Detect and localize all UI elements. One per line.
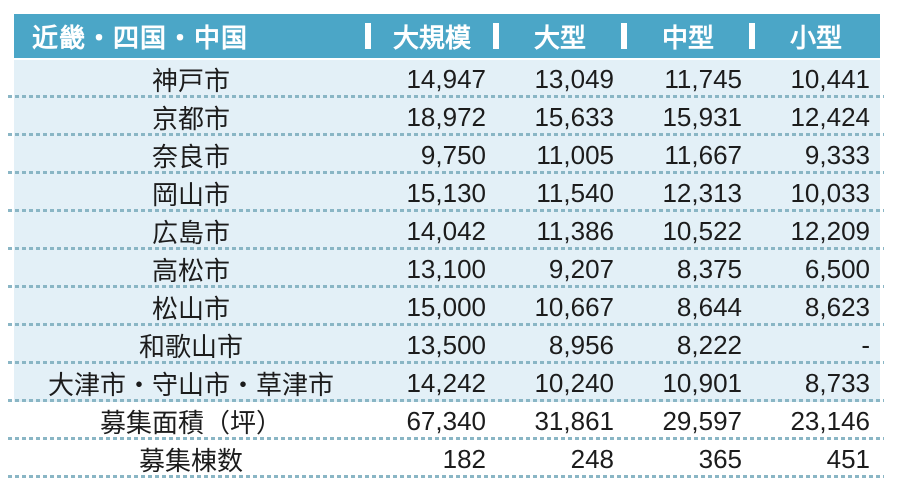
value-cell: 10,901 [662,367,742,398]
value-cell: 8,222 [676,329,742,360]
row-label: 募集棟数 [138,445,243,476]
value-cell: 12,424 [790,101,870,132]
value-cell: 8,733 [804,367,870,398]
value-cell: 8,956 [548,329,614,360]
value-cell: 18,972 [406,101,486,132]
table-row: 京都市 18,972 15,633 15,931 12,424 [8,98,884,136]
column-header-label: 大型 [533,22,586,53]
row-label: 和歌山市 [138,331,243,362]
value-cell: 14,947 [406,63,486,94]
value-cell: 9,333 [804,139,870,170]
value-cell: 8,623 [804,291,870,322]
value-cell: 11,540 [536,177,614,208]
value-cell: 14,242 [406,367,486,398]
value-cell: 29,597 [662,405,742,436]
row-label: 京都市 [151,103,230,134]
table-row-total-count: 募集棟数 182 248 365 451 [8,440,884,478]
table-row: 和歌山市 13,500 8,956 8,222 - [8,326,884,364]
value-cell: 451 [826,443,870,474]
value-cell: 15,633 [534,101,614,132]
table-row: 大津市・守山市・草津市 14,242 10,240 10,901 8,733 [8,364,884,402]
row-label: 高松市 [151,255,230,286]
column-header-label: 小型 [789,22,842,53]
value-cell: 11,667 [664,139,742,170]
header-divider [493,23,499,49]
table-row: 岡山市 15,130 11,540 12,313 10,033 [8,174,884,212]
header-divider [749,23,755,49]
row-label: 松山市 [151,293,230,324]
header-divider [621,23,627,49]
value-cell: 12,313 [662,177,742,208]
value-cell: 6,500 [804,253,870,284]
value-cell: 13,100 [406,253,486,284]
value-cell: 15,130 [406,177,486,208]
value-cell: 10,522 [662,215,742,246]
value-cell: - [861,329,870,360]
row-label: 岡山市 [151,179,230,210]
value-cell: 11,386 [536,215,614,246]
value-cell: 67,340 [406,405,486,436]
table-row: 広島市 14,042 11,386 10,522 12,209 [8,212,884,250]
column-header-small: 小型 [749,14,880,58]
table-row: 奈良市 9,750 11,005 11,667 9,333 [8,136,884,174]
column-header-label: 中型 [661,22,714,53]
column-header-label: 大規模 [392,22,471,53]
value-cell: 10,667 [534,291,614,322]
table-row: 松山市 15,000 10,667 8,644 8,623 [8,288,884,326]
value-cell: 365 [698,443,742,474]
value-cell: 15,000 [406,291,486,322]
row-label: 神戸市 [151,65,230,96]
value-cell: 13,500 [406,329,486,360]
value-cell: 13,049 [534,63,614,94]
column-header-large-scale: 大規模 [365,14,496,58]
value-cell: 23,146 [790,405,870,436]
row-label: 広島市 [151,217,230,248]
value-cell: 248 [570,443,614,474]
row-label: 大津市・守山市・草津市 [47,369,334,400]
value-cell: 31,861 [534,405,614,436]
value-cell: 8,644 [676,291,742,322]
value-cell: 9,750 [420,139,486,170]
value-cell: 12,209 [790,215,870,246]
table-row: 高松市 13,100 9,207 8,375 6,500 [8,250,884,288]
value-cell: 182 [442,443,486,474]
row-label: 募集面積（坪） [99,407,282,438]
row-label: 奈良市 [151,141,230,172]
value-cell: 9,207 [548,253,614,284]
table-header-row: 近畿・四国・中国 大規模 大型 中型 小型 [14,14,880,58]
column-header-medium: 中型 [621,14,752,58]
value-cell: 11,745 [664,63,742,94]
value-cell: 10,240 [534,367,614,398]
table-title: 近畿・四国・中国 [32,22,249,53]
column-header-large: 大型 [493,14,624,58]
header-divider [365,23,371,49]
rent-price-table: 近畿・四国・中国 大規模 大型 中型 小型 神戸市 14,947 13,049 … [8,14,884,478]
value-cell: 8,375 [676,253,742,284]
value-cell: 10,033 [790,177,870,208]
value-cell: 14,042 [406,215,486,246]
value-cell: 10,441 [790,63,870,94]
table-row: 神戸市 14,947 13,049 11,745 10,441 [8,60,884,98]
value-cell: 11,005 [536,139,614,170]
table-row-total-area: 募集面積（坪） 67,340 31,861 29,597 23,146 [8,402,884,440]
value-cell: 15,931 [662,101,742,132]
